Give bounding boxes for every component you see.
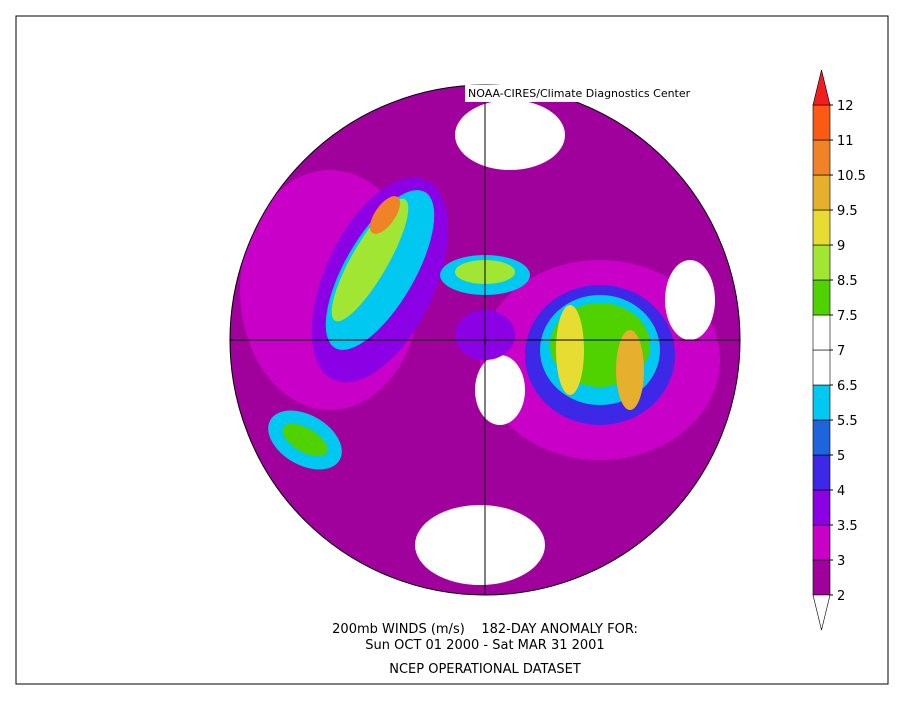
colorbar-label: 9.5	[837, 204, 858, 219]
credit: NOAA-CIRES/Climate Diagnostics Center	[468, 87, 691, 100]
colorbar-segment	[812, 489, 831, 526]
colorbar-segment	[812, 454, 831, 491]
colorbar-segment	[812, 244, 831, 281]
colorbar-segment	[812, 524, 831, 561]
colorbar-segment	[812, 384, 831, 421]
colorbar-above	[812, 69, 831, 106]
credit-box	[465, 85, 740, 102]
colorbar-segment	[812, 139, 831, 176]
colorbar-segment	[812, 314, 831, 351]
colorbar-label: 3	[837, 554, 845, 569]
colorbar-segment	[812, 104, 831, 141]
colorbar-label: 4	[837, 484, 845, 499]
colorbar-segment	[812, 209, 831, 246]
title-line: 200mb WINDS (m/s) 182-DAY ANOMALY FOR:	[332, 622, 638, 637]
colorbar-segment	[812, 349, 831, 386]
colorbar-segment	[812, 559, 831, 596]
colorbar-below	[812, 594, 831, 631]
title-line: NCEP OPERATIONAL DATASET	[389, 662, 581, 677]
colorbar-label: 5.5	[837, 414, 858, 429]
colorbar-label: 12	[837, 99, 854, 114]
colorbar-label: 9	[837, 239, 845, 254]
colorbar-label: 3.5	[837, 519, 858, 534]
colorbar-label: 6.5	[837, 379, 858, 394]
frame	[15, 15, 889, 685]
colorbar-label: 7.5	[837, 309, 858, 324]
colorbar-label: 2	[837, 589, 845, 604]
colorbar-segment	[812, 174, 831, 211]
colorbar-label: 7	[837, 344, 845, 359]
colorbar-label: 8.5	[837, 274, 858, 289]
colorbar-label: 5	[837, 449, 845, 464]
colorbar-segment	[812, 279, 831, 316]
colorbar: 2 3 3.5 4 5 5.5 6.5 7 7.5 8.5 9 9.5 10.5 11 12	[812, 69, 866, 631]
colorbar-segment	[812, 419, 831, 456]
colorbar-label: 10.5	[837, 169, 866, 184]
title-line: Sun OCT 01 2000 - Sat MAR 31 2001	[365, 638, 604, 653]
colorbar-label: 11	[837, 134, 854, 149]
